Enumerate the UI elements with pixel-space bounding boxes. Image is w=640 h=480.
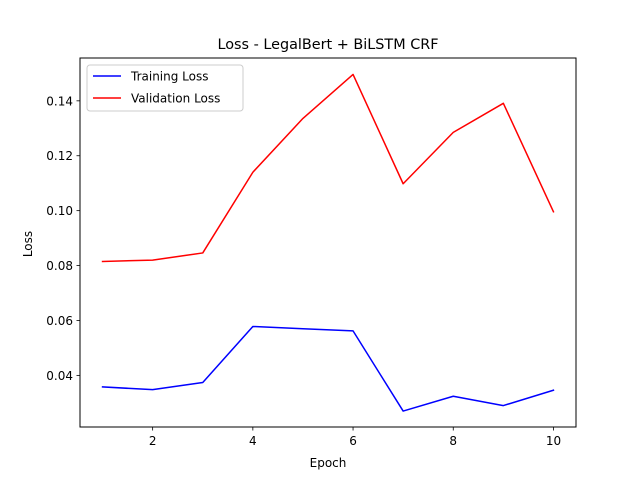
y-tick-label: 0.14 bbox=[46, 94, 73, 108]
x-tick-label: 6 bbox=[349, 434, 357, 448]
y-axis-title: Loss bbox=[21, 231, 35, 257]
x-tick-label: 10 bbox=[546, 434, 561, 448]
y-tick-label: 0.12 bbox=[46, 149, 73, 163]
legend-box bbox=[86, 64, 244, 112]
legend: Training Loss Validation Loss bbox=[86, 64, 244, 112]
series-line-validation-loss bbox=[101, 73, 555, 263]
legend-label: Validation Loss bbox=[131, 92, 220, 106]
x-axis-title: Epoch bbox=[310, 456, 347, 470]
series-line-training-loss bbox=[101, 325, 555, 412]
x-tick-label: 8 bbox=[449, 434, 457, 448]
legend-label: Training Loss bbox=[130, 70, 208, 84]
y-tick-label: 0.08 bbox=[46, 259, 73, 273]
y-tick-label: 0.06 bbox=[46, 314, 73, 328]
chart-title: Loss - LegalBert + BiLSTM CRF bbox=[217, 37, 438, 53]
plot-frame bbox=[79, 57, 577, 428]
y-tick-label: 0.10 bbox=[46, 204, 73, 218]
x-tick-label: 4 bbox=[249, 434, 257, 448]
x-tick-label: 2 bbox=[149, 434, 157, 448]
y-tick-label: 0.04 bbox=[46, 369, 73, 383]
